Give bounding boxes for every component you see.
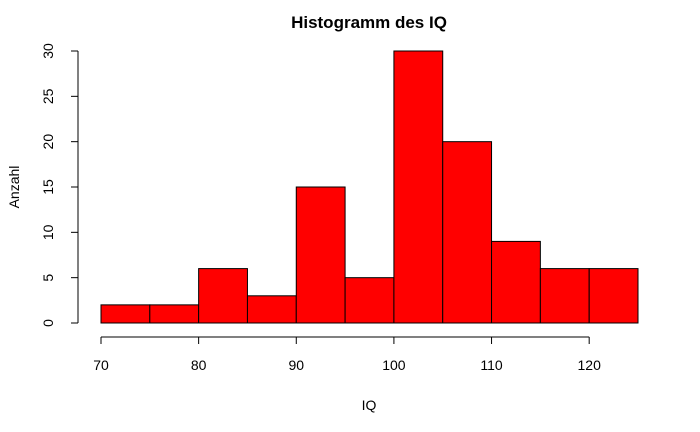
x-tick-label: 100 bbox=[382, 357, 406, 373]
y-axis-label: Anzahl bbox=[6, 166, 22, 209]
x-tick-label: 110 bbox=[480, 357, 503, 373]
y-tick-label: 25 bbox=[40, 88, 56, 104]
histogram-bar bbox=[491, 240, 541, 324]
y-tick-label: 20 bbox=[40, 134, 56, 150]
x-tick-label: 90 bbox=[288, 357, 304, 373]
x-tick-label: 70 bbox=[93, 357, 109, 373]
x-tick-label: 80 bbox=[191, 357, 207, 373]
histogram-bar bbox=[149, 304, 200, 324]
y-axis: 0 5 10 15 20 25 30 bbox=[40, 43, 79, 327]
chart-title: Histogramm des IQ bbox=[291, 13, 447, 32]
x-tick-label: 120 bbox=[578, 357, 602, 373]
histogram-bar bbox=[393, 50, 444, 324]
y-tick-label: 5 bbox=[40, 274, 56, 282]
bars-group bbox=[100, 50, 639, 324]
histogram-bar bbox=[539, 268, 590, 324]
y-tick-label: 30 bbox=[40, 43, 56, 59]
y-tick-label: 10 bbox=[40, 224, 56, 240]
x-axis: 70 80 90 100 110 120 bbox=[93, 336, 602, 373]
histogram-bar bbox=[295, 186, 346, 324]
histogram-bar bbox=[246, 295, 297, 324]
histogram-bar bbox=[100, 304, 151, 324]
y-tick-label: 0 bbox=[40, 319, 56, 327]
y-tick-label: 15 bbox=[40, 179, 56, 195]
x-axis-label: IQ bbox=[362, 397, 377, 413]
histogram-bar bbox=[442, 141, 493, 324]
histogram-bar bbox=[588, 268, 639, 324]
histogram-bar bbox=[198, 268, 248, 324]
histogram-bar bbox=[344, 277, 395, 324]
